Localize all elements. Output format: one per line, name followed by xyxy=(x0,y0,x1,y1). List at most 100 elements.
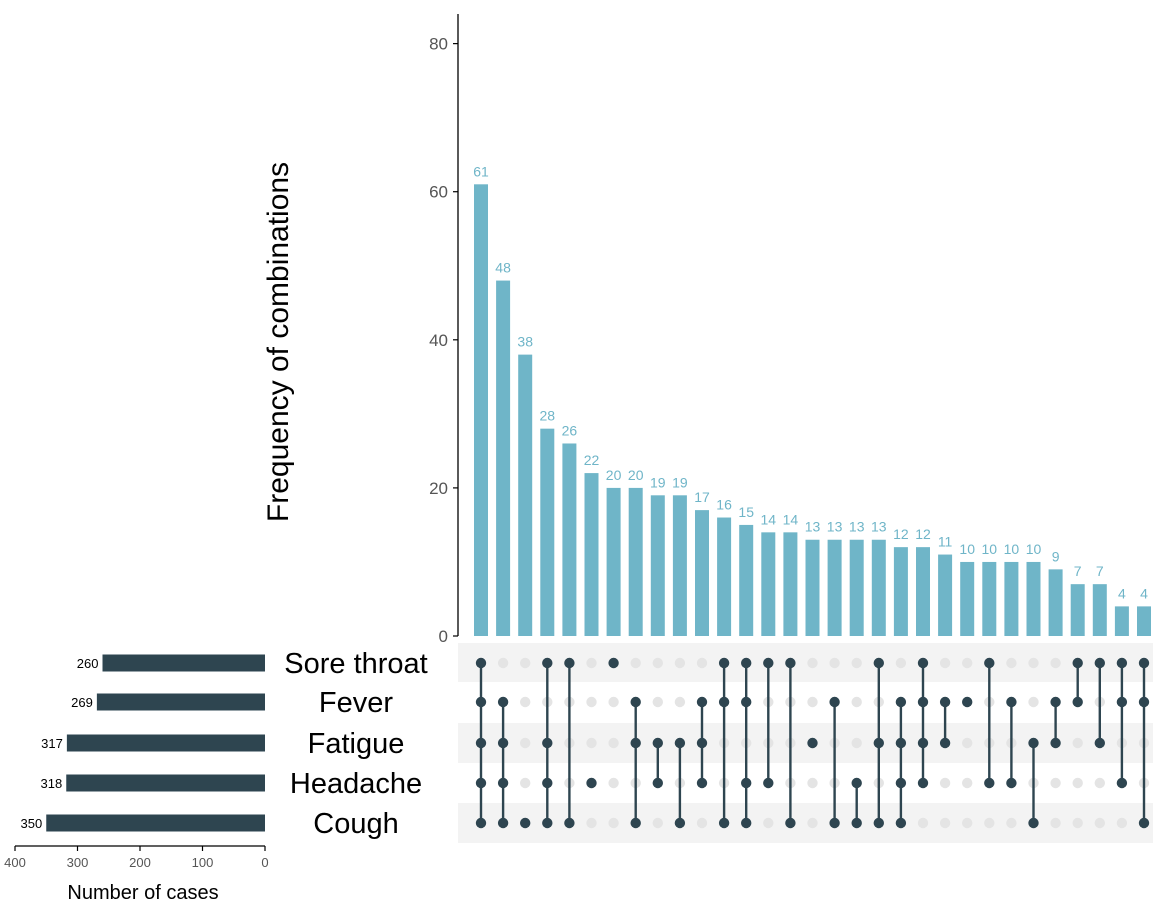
matrix-dot-active xyxy=(696,777,708,789)
matrix-dot-active xyxy=(674,817,686,829)
intersection-bar-label: 61 xyxy=(473,163,489,179)
matrix-dot-inactive xyxy=(962,777,973,789)
intersection-bar-label: 38 xyxy=(517,334,533,350)
matrix-dot-inactive xyxy=(917,817,929,829)
set-size-label: 317 xyxy=(41,736,63,751)
intersection-bar-label: 11 xyxy=(938,534,953,550)
intersection-bar xyxy=(1070,584,1085,636)
matrix-dot-inactive xyxy=(1006,817,1017,829)
matrix-dot-inactive xyxy=(1116,817,1128,829)
intersection-bar-label: 19 xyxy=(650,474,666,490)
intersection-bar-label: 14 xyxy=(761,511,777,527)
matrix-dot-inactive xyxy=(1094,777,1106,789)
set-name: Fatigue xyxy=(308,728,405,760)
intersection-bar-label: 13 xyxy=(827,519,843,535)
matrix-dot-active xyxy=(1138,817,1150,829)
matrix-dot-inactive xyxy=(674,657,686,669)
intersection-bar-label: 22 xyxy=(584,452,600,468)
y-tick-label: 40 xyxy=(429,331,448,350)
set-size-label: 318 xyxy=(41,776,63,791)
matrix-dot-active xyxy=(475,657,487,669)
set-tick-label: 400 xyxy=(4,855,26,870)
matrix-stripes xyxy=(458,643,1153,843)
y-tick-label: 0 xyxy=(439,627,448,646)
matrix-dot-active xyxy=(1116,696,1128,708)
intersection-bar-label: 10 xyxy=(982,541,998,557)
intersection-bar xyxy=(562,443,577,636)
matrix-dot-active xyxy=(1116,657,1128,669)
matrix-dot-active xyxy=(564,657,575,669)
intersection-bar xyxy=(849,539,864,636)
intersection-bar-label: 7 xyxy=(1096,563,1104,579)
matrix-dot-active xyxy=(895,696,907,708)
matrix-stripe-2 xyxy=(458,682,1153,722)
matrix-dot-inactive xyxy=(807,817,818,829)
matrix-dot-active xyxy=(984,657,995,669)
matrix-dot-inactive xyxy=(962,737,973,749)
intersection-bar-label: 26 xyxy=(562,422,578,438)
intersection-bar xyxy=(650,495,665,636)
matrix-dot-active xyxy=(564,817,575,829)
intersection-bar xyxy=(1114,606,1129,636)
matrix-dot-active xyxy=(475,737,487,749)
matrix-stripe-3 xyxy=(458,723,1153,763)
intersection-bar xyxy=(783,532,798,636)
matrix-dot-inactive xyxy=(608,737,619,749)
intersection-bar xyxy=(695,510,709,636)
intersection-bar xyxy=(761,532,776,636)
matrix-dot-inactive xyxy=(807,777,818,789)
matrix-dot-active xyxy=(741,696,752,708)
set-size-label: 269 xyxy=(71,695,93,710)
intersection-bar-label: 9 xyxy=(1052,548,1060,564)
matrix-dot-inactive xyxy=(962,817,973,829)
set-names: Sore throat Fever Fatigue Headache Cough xyxy=(284,648,427,840)
matrix-dot-active xyxy=(586,777,597,789)
matrix-dot-active xyxy=(475,817,487,829)
matrix-dot-active xyxy=(542,777,553,789)
matrix-dot-inactive xyxy=(608,696,619,708)
matrix-dot-inactive xyxy=(895,657,907,669)
intersection-bar xyxy=(1004,561,1019,636)
matrix-dot-active xyxy=(763,777,774,789)
matrix-dot-inactive xyxy=(851,657,862,669)
set-size-label: 260 xyxy=(77,656,99,671)
matrix-dot-active xyxy=(851,777,862,789)
matrix-dot-inactive xyxy=(939,777,951,789)
matrix-dot-inactive xyxy=(1072,737,1083,749)
intersection-bar-label: 48 xyxy=(495,260,511,276)
matrix-dot-active xyxy=(785,817,796,829)
matrix-dot-inactive xyxy=(939,657,951,669)
matrix-dot-inactive xyxy=(984,817,995,829)
matrix-dot-inactive xyxy=(1072,817,1083,829)
intersection-bar xyxy=(805,539,820,636)
matrix-dot-inactive xyxy=(520,737,531,749)
matrix-dot-active xyxy=(873,737,884,749)
intersection-bar-label: 7 xyxy=(1074,563,1082,579)
matrix-dot-inactive xyxy=(1028,696,1039,708)
matrix-dot-inactive xyxy=(586,696,597,708)
intersection-bar-label: 17 xyxy=(694,489,710,505)
matrix-dot-active xyxy=(718,696,730,708)
intersection-bar xyxy=(871,539,886,636)
matrix-dot-inactive xyxy=(652,657,663,669)
matrix-dot-inactive xyxy=(807,696,818,708)
matrix-stripe-5 xyxy=(458,803,1153,843)
matrix-dot-active xyxy=(718,657,730,669)
matrix-dot-inactive xyxy=(696,657,708,669)
frequency-axis: 0 20 40 60 80 xyxy=(429,14,459,646)
intersection-bar-label: 10 xyxy=(1026,541,1042,557)
set-size-bar xyxy=(96,693,265,711)
intersection-bar xyxy=(628,487,643,636)
matrix-dot-active xyxy=(497,777,509,789)
intersection-bar-label: 20 xyxy=(628,467,644,483)
matrix-dot-active xyxy=(984,777,995,789)
y-tick-label: 60 xyxy=(429,183,448,202)
matrix-dot-active xyxy=(829,696,840,708)
matrix-stripe-4 xyxy=(458,763,1153,803)
matrix-dot-inactive xyxy=(851,737,862,749)
matrix-dot-active xyxy=(741,817,752,829)
intersection-bar xyxy=(827,539,842,636)
intersection-bar xyxy=(606,487,621,636)
matrix-dot-active xyxy=(829,817,840,829)
